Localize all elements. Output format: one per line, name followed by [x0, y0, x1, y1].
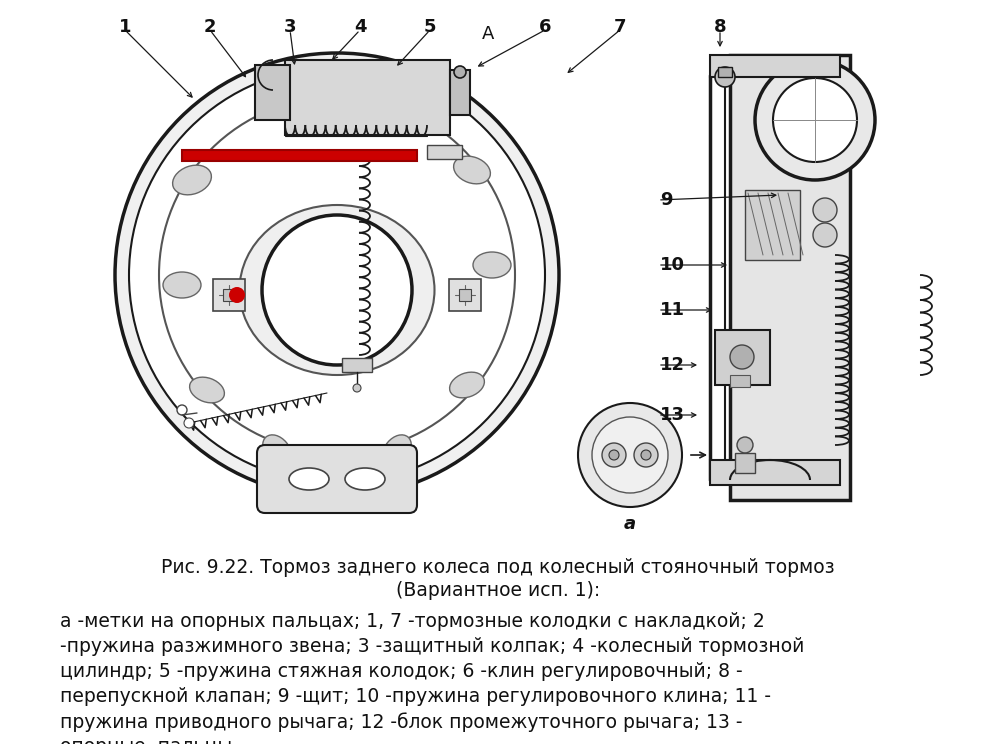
Text: 6: 6 [539, 18, 551, 36]
Circle shape [715, 67, 735, 87]
Text: 5: 5 [423, 18, 436, 36]
Ellipse shape [453, 156, 490, 184]
Text: 7: 7 [614, 18, 626, 36]
Ellipse shape [382, 434, 411, 465]
Text: а -метки на опорных пальцах; 1, 7 -тормозные колодки с накладкой; 2: а -метки на опорных пальцах; 1, 7 -тормо… [60, 612, 765, 631]
Ellipse shape [239, 205, 434, 375]
Bar [710, 460, 840, 485]
Ellipse shape [172, 165, 211, 195]
Circle shape [813, 223, 837, 247]
Text: 9: 9 [660, 191, 672, 209]
Text: 8: 8 [714, 18, 726, 36]
Circle shape [177, 405, 187, 415]
Text: пружина приводного рычага; 12 -блок промежуточного рычага; 13 -: пружина приводного рычага; 12 -блок пром… [60, 712, 742, 731]
Circle shape [813, 198, 837, 222]
Text: 4: 4 [354, 18, 367, 36]
Circle shape [737, 437, 753, 453]
Text: 3: 3 [284, 18, 296, 36]
Ellipse shape [345, 468, 385, 490]
Bar [255, 65, 290, 120]
Text: 2: 2 [204, 18, 216, 36]
Bar [745, 190, 800, 260]
Circle shape [454, 66, 466, 78]
Ellipse shape [263, 434, 291, 465]
Circle shape [229, 287, 245, 303]
Circle shape [353, 384, 361, 392]
Circle shape [262, 215, 412, 365]
Ellipse shape [473, 252, 511, 278]
Text: 12: 12 [660, 356, 685, 374]
FancyBboxPatch shape [257, 445, 417, 513]
Text: 13: 13 [660, 406, 685, 424]
Circle shape [578, 403, 682, 507]
Bar [715, 330, 770, 385]
Circle shape [609, 450, 619, 460]
Circle shape [634, 443, 658, 467]
Circle shape [159, 97, 515, 453]
Ellipse shape [449, 372, 484, 398]
Circle shape [773, 78, 857, 162]
Bar [459, 289, 471, 301]
Bar [213, 279, 245, 311]
Bar [427, 145, 462, 159]
Ellipse shape [289, 468, 329, 490]
Circle shape [115, 53, 559, 497]
Circle shape [641, 450, 651, 460]
Text: 11: 11 [660, 301, 685, 319]
Circle shape [602, 443, 626, 467]
Circle shape [592, 417, 668, 493]
Text: Рис. 9.22. Тормоз заднего колеса под колесный стояночный тормоз: Рис. 9.22. Тормоз заднего колеса под кол… [161, 558, 835, 577]
Bar [223, 289, 235, 301]
Bar [450, 70, 470, 115]
Bar [730, 375, 750, 387]
Text: 10: 10 [660, 256, 685, 274]
Circle shape [129, 67, 545, 483]
Ellipse shape [277, 94, 307, 116]
Ellipse shape [189, 377, 224, 403]
Bar [718, 67, 732, 77]
Text: А: А [482, 25, 494, 43]
Text: опорные  пальцы: опорные пальцы [60, 737, 232, 744]
Bar [342, 358, 372, 372]
Circle shape [755, 60, 875, 180]
Bar [285, 60, 450, 135]
Text: -пружина разжимного звена; 3 -защитный колпак; 4 -колесный тормозной: -пружина разжимного звена; 3 -защитный к… [60, 637, 805, 656]
Bar [735, 453, 755, 473]
Text: (Вариантное исп. 1):: (Вариантное исп. 1): [395, 581, 601, 600]
Circle shape [730, 345, 754, 369]
Text: цилиндр; 5 -пружина стяжная колодок; 6 -клин регулировочный; 8 -: цилиндр; 5 -пружина стяжная колодок; 6 -… [60, 662, 743, 681]
Circle shape [184, 418, 194, 428]
Bar [730, 55, 850, 500]
Bar [182, 150, 417, 161]
Bar [449, 279, 481, 311]
Ellipse shape [352, 89, 382, 111]
Text: а: а [623, 515, 636, 533]
Bar [710, 55, 840, 77]
Text: 1: 1 [119, 18, 131, 36]
Text: перепускной клапан; 9 -щит; 10 -пружина регулировочного клина; 11 -: перепускной клапан; 9 -щит; 10 -пружина … [60, 687, 771, 706]
Ellipse shape [163, 272, 201, 298]
